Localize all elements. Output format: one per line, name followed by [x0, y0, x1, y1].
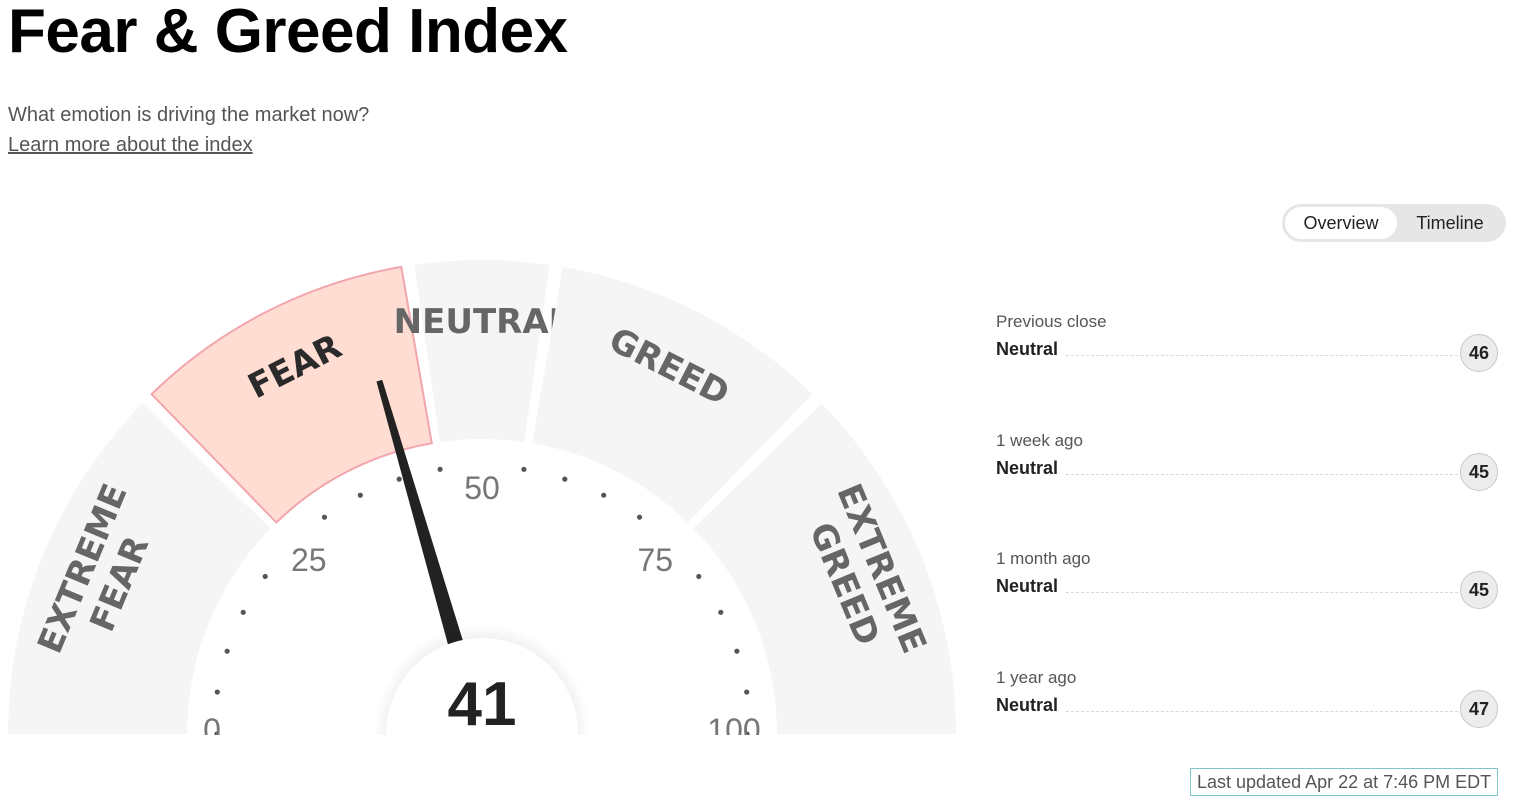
gauge-baseline-mask: [0, 735, 970, 807]
gauge-dot: [321, 514, 328, 520]
overview-tab[interactable]: Overview: [1285, 207, 1397, 239]
history-item-1-week-ago: 1 week ago Neutral 45: [996, 431, 1502, 511]
dotted-leader: [1066, 592, 1458, 593]
dotted-leader: [1066, 355, 1458, 356]
learn-more-link[interactable]: Learn more about the index: [8, 134, 253, 156]
gauge-dot: [734, 648, 740, 654]
dotted-leader: [1066, 711, 1458, 712]
gauge-segment-greed: [532, 266, 813, 523]
gauge-segment-extreme-greed: [693, 403, 956, 734]
gauge-tick-label-25: 25: [291, 542, 327, 578]
history-value-badge: 45: [1460, 453, 1498, 491]
gauge-dot: [262, 573, 268, 580]
gauge-dot: [744, 689, 750, 695]
gauge-dot: [396, 476, 402, 482]
history-label: 1 week ago: [996, 431, 1083, 450]
history-item-1-year-ago: 1 year ago Neutral 47: [996, 668, 1502, 748]
history-value-badge: 46: [1460, 334, 1498, 372]
gauge-dot: [224, 648, 230, 654]
last-updated-timestamp: Last updated Apr 22 at 7:46 PM EDT: [1190, 768, 1499, 796]
history-label: Previous close: [996, 312, 1107, 331]
page-subtitle: What emotion is driving the market now?: [8, 104, 370, 126]
gauge-segment-extreme-fear: [8, 403, 271, 734]
history-value-badge: 47: [1460, 690, 1498, 728]
history-label: 1 year ago: [996, 668, 1077, 687]
timeline-tab[interactable]: Timeline: [1416, 212, 1484, 233]
gauge-dot: [696, 573, 702, 580]
history-rating: Neutral: [996, 576, 1065, 596]
gauge-dot: [357, 492, 363, 498]
gauge-dot: [636, 514, 643, 520]
view-toggle: Overview Timeline: [1282, 204, 1506, 242]
gauge-dot: [240, 609, 246, 615]
gauge-dot: [562, 476, 568, 482]
history-value-badge: 45: [1460, 571, 1498, 609]
gauge-tick-label-75: 75: [637, 542, 673, 578]
history-rating: Neutral: [996, 458, 1065, 478]
gauge-dot: [214, 689, 220, 695]
history-rating: Neutral: [996, 695, 1065, 715]
gauge-value: 41: [448, 670, 517, 739]
gauge-segment-fear: [150, 265, 433, 524]
gauge-dot: [601, 492, 607, 498]
gauge-dot: [437, 466, 443, 472]
history-label: 1 month ago: [996, 549, 1091, 568]
history-item-previous-close: Previous close Neutral 46: [996, 312, 1502, 392]
history-rating: Neutral: [996, 339, 1065, 359]
history-item-1-month-ago: 1 month ago Neutral 45: [996, 549, 1502, 629]
page-title: Fear & Greed Index: [8, 0, 568, 66]
gauge-tick-label-50: 50: [464, 470, 500, 506]
gauge-dot: [521, 466, 527, 472]
dotted-leader: [1066, 474, 1458, 475]
gauge-label-neutral: NEUTRAL: [394, 302, 571, 342]
gauge-dot: [718, 609, 724, 615]
gauge-segment-neutral: [414, 260, 550, 443]
